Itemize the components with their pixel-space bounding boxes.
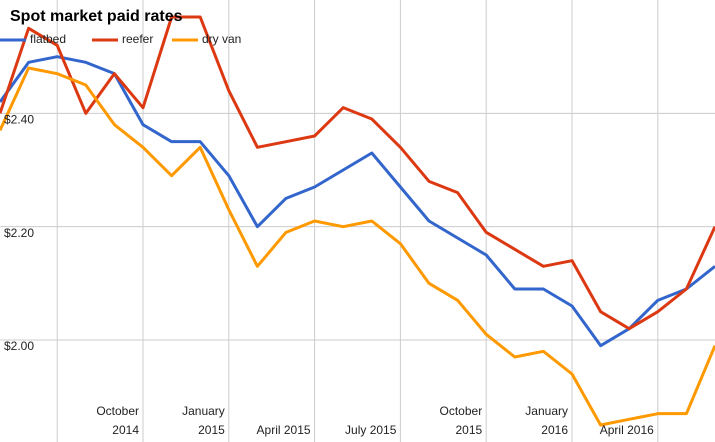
- legend-label: dry van: [202, 32, 241, 46]
- overlay: $2.00 $2.20 $2.40 flatbed reefer dry van: [0, 32, 241, 353]
- x-tick-label: October 2014: [96, 404, 139, 437]
- x-tick-label: January 2016: [525, 404, 568, 437]
- chart-title: Spot market paid rates: [10, 8, 183, 25]
- series-line: [0, 66, 715, 427]
- x-tick-label: October 2015: [439, 404, 483, 437]
- legend-label: flatbed: [30, 32, 66, 46]
- x-tick-label: April 2015: [256, 423, 311, 437]
- y-tick-label: $2.40: [4, 113, 34, 127]
- legend-label: reefer: [122, 32, 153, 46]
- series-line: [0, 55, 715, 348]
- x-tick-label: July 2015: [345, 423, 397, 437]
- x-tick-label: January 2015: [182, 404, 225, 437]
- plot: [0, 15, 715, 427]
- x-tick-label: April 2016: [599, 423, 654, 437]
- y-tick-label: $2.20: [4, 226, 34, 240]
- series-line: [0, 15, 715, 331]
- y-tick-label: $2.00: [4, 339, 34, 353]
